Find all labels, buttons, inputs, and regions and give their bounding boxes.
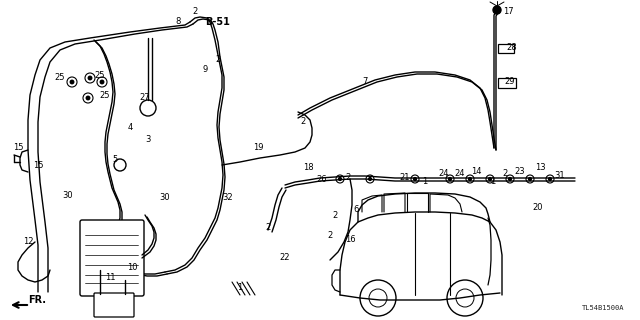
- Circle shape: [70, 80, 74, 84]
- Text: 30: 30: [63, 190, 74, 199]
- Text: 2: 2: [266, 223, 271, 233]
- Text: 8: 8: [175, 18, 180, 27]
- Text: 3: 3: [145, 135, 150, 145]
- Text: 30: 30: [160, 194, 170, 203]
- Bar: [498, 78, 516, 88]
- Circle shape: [369, 178, 371, 180]
- Bar: [498, 44, 514, 53]
- Text: 28: 28: [507, 44, 517, 52]
- Text: 22: 22: [280, 253, 291, 262]
- Text: 23: 23: [515, 167, 525, 177]
- Text: 11: 11: [105, 274, 115, 283]
- Text: 27: 27: [140, 93, 150, 102]
- Text: 14: 14: [471, 167, 481, 177]
- Text: 17: 17: [502, 7, 513, 17]
- Text: 15: 15: [13, 143, 23, 153]
- Text: 2: 2: [346, 173, 351, 182]
- Text: 16: 16: [345, 236, 355, 244]
- Text: 6: 6: [353, 205, 358, 214]
- Text: 18: 18: [303, 164, 314, 172]
- Circle shape: [449, 178, 451, 180]
- Text: 31: 31: [555, 171, 565, 180]
- Text: 2: 2: [332, 211, 338, 220]
- Circle shape: [100, 80, 104, 84]
- Text: 12: 12: [23, 237, 33, 246]
- Circle shape: [86, 96, 90, 100]
- Text: 7: 7: [362, 77, 368, 86]
- Text: TL54B1500A: TL54B1500A: [582, 305, 625, 311]
- Text: 9: 9: [202, 66, 207, 75]
- Circle shape: [468, 178, 472, 180]
- Text: 2: 2: [502, 170, 508, 179]
- Text: B-51: B-51: [205, 17, 230, 27]
- Circle shape: [509, 178, 511, 180]
- Circle shape: [548, 178, 552, 180]
- Circle shape: [488, 178, 492, 180]
- Circle shape: [339, 178, 341, 180]
- Text: 24: 24: [439, 170, 449, 179]
- Text: 20: 20: [532, 204, 543, 212]
- Text: 15: 15: [33, 161, 44, 170]
- Text: 21: 21: [400, 173, 410, 182]
- Text: 25: 25: [95, 70, 105, 79]
- Text: 2: 2: [328, 230, 333, 239]
- Text: 1: 1: [237, 284, 243, 292]
- Text: 4: 4: [127, 124, 132, 132]
- Text: 1: 1: [422, 178, 428, 187]
- FancyBboxPatch shape: [94, 293, 134, 317]
- FancyBboxPatch shape: [80, 220, 144, 296]
- Text: 24: 24: [455, 170, 465, 179]
- Text: 25: 25: [55, 74, 65, 83]
- Text: 1: 1: [490, 178, 495, 187]
- Text: 29: 29: [505, 77, 515, 86]
- Text: 2: 2: [300, 117, 306, 126]
- Circle shape: [413, 178, 417, 180]
- Text: 32: 32: [223, 194, 234, 203]
- Text: 2: 2: [193, 7, 198, 17]
- Text: FR.: FR.: [28, 295, 46, 305]
- Circle shape: [88, 76, 92, 80]
- Text: 5: 5: [113, 156, 118, 164]
- Text: 25: 25: [100, 91, 110, 100]
- Circle shape: [529, 178, 531, 180]
- Text: 13: 13: [534, 164, 545, 172]
- Text: 26: 26: [317, 175, 327, 185]
- Circle shape: [493, 6, 501, 14]
- Text: 2: 2: [216, 55, 221, 65]
- Text: 19: 19: [253, 143, 263, 153]
- Text: 10: 10: [127, 263, 137, 273]
